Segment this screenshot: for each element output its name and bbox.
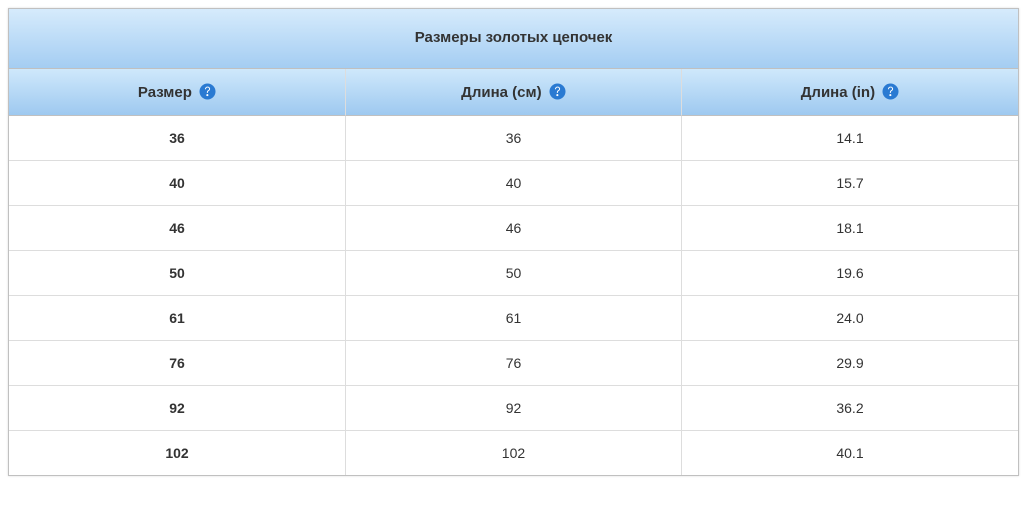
cell-length-cm: 50 [345, 251, 681, 296]
cell-size: 50 [9, 251, 345, 296]
col-header-length-cm: Длина (см) [345, 69, 681, 116]
table-row: 404015.7 [9, 161, 1018, 206]
col-header-length-in: Длина (in) [681, 69, 1018, 116]
table-title-row: Размеры золотых цепочек [9, 9, 1018, 69]
table-body: 363614.1404015.7464618.1505019.6616124.0… [9, 116, 1018, 475]
table-row: 464618.1 [9, 206, 1018, 251]
cell-length-in: 36.2 [681, 386, 1018, 431]
cell-length-in: 15.7 [681, 161, 1018, 206]
table-row: 767629.9 [9, 341, 1018, 386]
cell-size: 61 [9, 296, 345, 341]
cell-length-in: 18.1 [681, 206, 1018, 251]
col-header-length-in-label: Длина (in) [801, 84, 875, 101]
table-header-row: Размер Длина (см) Длина (in) [9, 69, 1018, 116]
table-row: 363614.1 [9, 116, 1018, 161]
table-row: 10210240.1 [9, 431, 1018, 475]
table-row: 616124.0 [9, 296, 1018, 341]
table-row: 929236.2 [9, 386, 1018, 431]
cell-length-in: 19.6 [681, 251, 1018, 296]
cell-length-cm: 76 [345, 341, 681, 386]
cell-length-cm: 61 [345, 296, 681, 341]
cell-length-in: 29.9 [681, 341, 1018, 386]
cell-size: 36 [9, 116, 345, 161]
col-header-size: Размер [9, 69, 345, 116]
cell-length-cm: 92 [345, 386, 681, 431]
help-icon[interactable] [549, 83, 566, 100]
cell-length-cm: 46 [345, 206, 681, 251]
table-row: 505019.6 [9, 251, 1018, 296]
cell-length-cm: 36 [345, 116, 681, 161]
cell-size: 40 [9, 161, 345, 206]
cell-size: 102 [9, 431, 345, 475]
cell-size: 76 [9, 341, 345, 386]
cell-length-cm: 40 [345, 161, 681, 206]
help-icon[interactable] [882, 83, 899, 100]
cell-length-in: 24.0 [681, 296, 1018, 341]
cell-size: 92 [9, 386, 345, 431]
help-icon[interactable] [199, 83, 216, 100]
col-header-length-cm-label: Длина (см) [461, 84, 541, 101]
table-title: Размеры золотых цепочек [9, 9, 1018, 69]
col-header-size-label: Размер [138, 84, 192, 101]
cell-size: 46 [9, 206, 345, 251]
cell-length-in: 40.1 [681, 431, 1018, 475]
cell-length-cm: 102 [345, 431, 681, 475]
cell-length-in: 14.1 [681, 116, 1018, 161]
size-table: Размеры золотых цепочек Размер Длина (см… [8, 8, 1019, 476]
